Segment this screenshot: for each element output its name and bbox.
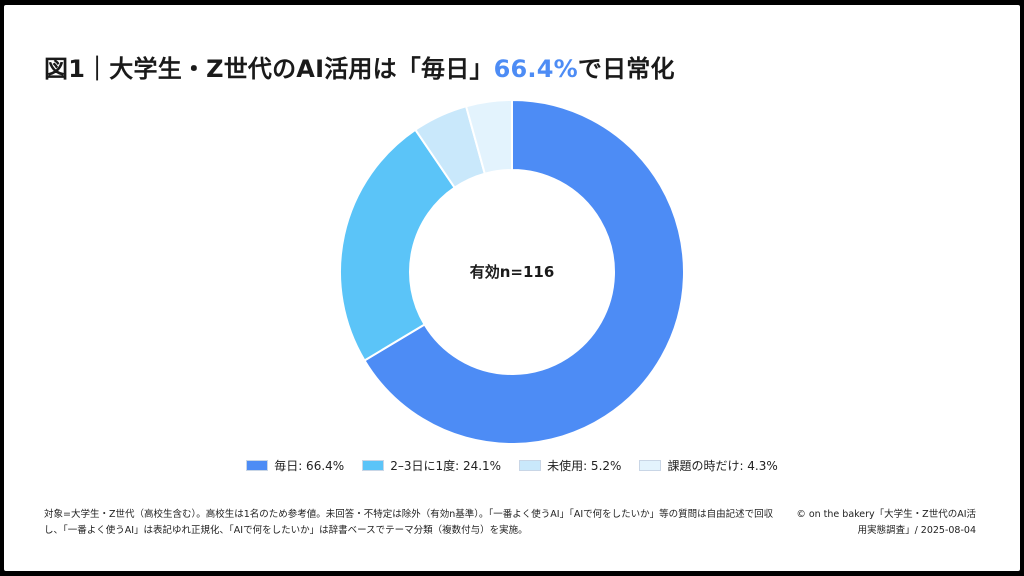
slide: 図1｜大学生・Z世代のAI活用は「毎日」66.4%で日常化 有効n=116 毎日…	[4, 5, 1020, 571]
legend-label: 課題の時だけ: 4.3%	[667, 459, 778, 473]
title-prefix: 図1｜大学生・Z世代のAI活用は「毎日」	[44, 55, 494, 83]
footnote: 対象=大学生・Z世代（高校生含む）。高校生は1名のため参考値。未回答・不特定は除…	[44, 509, 774, 536]
legend-label: 未使用: 5.2%	[547, 459, 622, 473]
chart-legend: 毎日: 66.4% 2–3日に1度: 24.1% 未使用: 5.2% 課題の時だけ: …	[4, 457, 1020, 474]
legend-item-2: 未使用: 5.2%	[519, 457, 621, 474]
donut-slice-3	[464, 98, 513, 175]
source-credit: © on the bakery「大学生・Z世代のAI活用実態調査」/ 2025-…	[796, 509, 976, 536]
legend-swatch	[519, 460, 542, 471]
legend-swatch	[639, 460, 662, 471]
title-highlight: 66.4%	[493, 55, 578, 83]
legend-swatch	[246, 460, 269, 471]
legend-item-3: 課題の時だけ: 4.3%	[639, 457, 778, 474]
title-suffix: で日常化	[577, 55, 675, 83]
legend-swatch	[362, 460, 385, 471]
donut-slice-0	[363, 98, 685, 445]
legend-label: 毎日: 66.4%	[274, 459, 345, 473]
page-title: 図1｜大学生・Z世代のAI活用は「毎日」66.4%で日常化	[44, 49, 675, 84]
donut-slice-1	[339, 128, 457, 362]
legend-item-0: 毎日: 66.4%	[246, 457, 344, 474]
legend-label: 2–3日に1度: 24.1%	[390, 459, 502, 473]
donut-chart: 有効n=116	[339, 98, 685, 445]
center-label: 有効n=116	[470, 263, 555, 281]
legend-item-1: 2–3日に1度: 24.1%	[362, 457, 501, 474]
